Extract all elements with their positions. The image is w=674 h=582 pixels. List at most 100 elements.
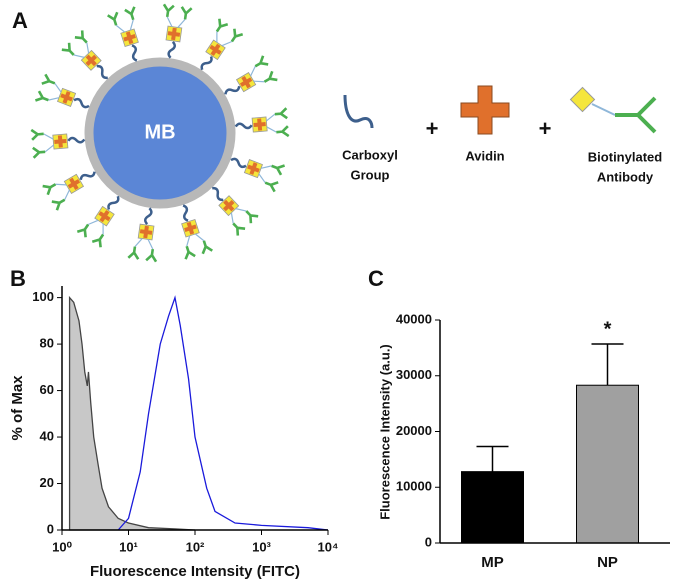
antibody-unit — [34, 73, 90, 109]
carboxyl-linker — [107, 195, 120, 210]
bar — [576, 384, 639, 544]
carboxyl-linker — [167, 41, 176, 59]
linker — [147, 239, 154, 250]
linker — [73, 54, 85, 58]
antibody-unit — [127, 207, 158, 263]
x-axis-title: Fluorescence Intensity (FITC) — [90, 563, 300, 580]
x-tick-label: MP — [481, 554, 504, 571]
antibody-unit — [162, 3, 193, 59]
linker — [166, 16, 173, 27]
bar — [461, 471, 524, 544]
legend-text: Avidin — [465, 148, 504, 163]
linker — [177, 18, 186, 28]
antibody-unit — [61, 30, 108, 80]
avidin — [223, 199, 235, 212]
linker — [186, 235, 191, 247]
histogram-area — [68, 295, 196, 531]
antibody — [201, 240, 213, 255]
carboxyl-linker — [230, 157, 247, 169]
carboxyl-icon — [343, 94, 374, 129]
antibody — [32, 146, 46, 159]
antibody — [276, 125, 290, 138]
antibody — [264, 181, 279, 193]
antibody-unit — [42, 171, 96, 211]
linker — [230, 212, 234, 224]
linker — [44, 144, 55, 153]
carboxyl-linker — [96, 64, 108, 80]
carboxyl-linker — [200, 56, 213, 71]
avidin — [209, 43, 222, 56]
linker — [216, 31, 218, 43]
carboxyl-linker — [79, 171, 96, 181]
linker — [258, 173, 266, 184]
legend-text: Biotinylated — [588, 149, 662, 164]
antibody-unit — [234, 107, 290, 138]
avidin — [54, 135, 67, 148]
antibody — [61, 42, 75, 56]
carboxyl-linker — [182, 204, 189, 222]
y-tick-label: 0 — [47, 521, 54, 536]
avidin — [60, 91, 73, 104]
antibody-unit — [224, 55, 278, 95]
x-tick-label: NP — [597, 554, 618, 571]
antibody — [30, 128, 44, 141]
y-tick-label: 100 — [32, 289, 54, 304]
linker — [43, 133, 54, 140]
avidin — [98, 210, 111, 223]
carboxyl-linker — [73, 97, 90, 109]
avidin — [167, 27, 181, 41]
carboxyl-linker — [212, 186, 224, 202]
avidin — [67, 177, 81, 191]
x-tick-label: 10¹ — [119, 539, 138, 554]
y-tick-label: 20000 — [396, 423, 432, 438]
antibody-unit — [30, 128, 86, 159]
bead-label: MB — [144, 121, 175, 143]
antibody — [124, 6, 136, 21]
antibody — [51, 198, 66, 211]
antibody-icon — [569, 86, 657, 134]
linker — [115, 24, 125, 33]
y-axis-title: Fluorescence Intensity (a.u.) — [377, 344, 392, 520]
antibody — [184, 245, 196, 260]
linker — [195, 233, 205, 242]
y-tick-label: 0 — [425, 534, 432, 549]
y-tick-label: 10000 — [396, 479, 432, 494]
legend-text: Carboxyl — [342, 147, 398, 162]
y-tick-label: 30000 — [396, 367, 432, 382]
antibody — [145, 248, 158, 263]
panel-label: C — [368, 266, 384, 291]
antibody-unit — [230, 157, 286, 193]
y-tick-label: 60 — [40, 382, 54, 397]
antibody — [76, 223, 90, 238]
legend-text: Antibody — [597, 169, 654, 184]
avidin — [239, 75, 253, 89]
antibody — [107, 11, 119, 26]
significance: * — [604, 318, 612, 340]
antibody-unit — [212, 186, 259, 236]
x-tick-label: 10³ — [252, 539, 271, 554]
y-tick-label: 80 — [40, 336, 54, 351]
magnetic-bead — [84, 57, 236, 209]
avidin — [123, 31, 136, 45]
antibody — [74, 30, 88, 44]
antibody — [245, 210, 259, 224]
antibody — [271, 164, 286, 176]
avidin — [253, 118, 266, 131]
linker — [48, 97, 60, 101]
x-tick-label: 10⁴ — [318, 539, 339, 554]
antibody-unit — [200, 18, 244, 71]
linker — [265, 113, 276, 122]
antibody — [91, 233, 105, 248]
linker — [221, 40, 233, 47]
legend-text: Group — [351, 167, 390, 182]
carboxyl-linker — [234, 122, 253, 130]
linker — [235, 208, 247, 212]
linker — [102, 223, 104, 235]
linker — [86, 42, 90, 54]
antibody-unit — [107, 6, 139, 62]
avidin — [247, 162, 260, 175]
antibody — [34, 90, 49, 102]
y-axis-title: % of Max — [9, 375, 26, 441]
linker — [55, 183, 67, 186]
antibody — [41, 73, 56, 85]
